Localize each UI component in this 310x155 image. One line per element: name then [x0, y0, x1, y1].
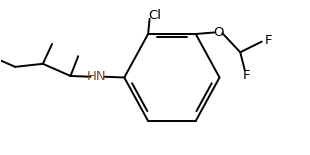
- Text: F: F: [265, 34, 272, 47]
- Text: HN: HN: [87, 70, 106, 83]
- Text: F: F: [243, 69, 250, 82]
- Text: Cl: Cl: [148, 9, 161, 22]
- Text: O: O: [214, 26, 224, 39]
